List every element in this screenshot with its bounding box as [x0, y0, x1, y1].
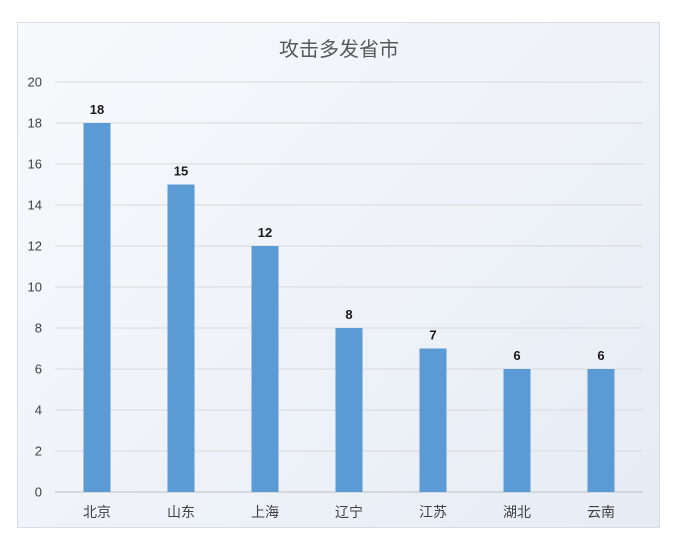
- bars: [83, 123, 615, 492]
- data-label: 6: [597, 348, 604, 363]
- x-tick-label: 江苏: [419, 505, 447, 521]
- y-tick-label: 18: [28, 116, 42, 131]
- y-tick-label: 14: [28, 198, 42, 213]
- y-tick-label: 2: [35, 444, 42, 459]
- data-label: 7: [429, 328, 436, 343]
- data-labels: 18 15 12 8 7 6 6: [90, 102, 605, 363]
- data-label: 15: [174, 164, 188, 179]
- x-tick-label: 上海: [251, 505, 279, 521]
- x-tick-label: 云南: [587, 505, 615, 521]
- bar-2: [251, 246, 279, 492]
- data-label: 8: [345, 307, 352, 322]
- y-tick-label: 10: [28, 280, 42, 295]
- x-tick-label: 湖北: [503, 505, 531, 521]
- x-tick-label: 北京: [83, 505, 111, 521]
- y-tick-label: 4: [35, 403, 42, 418]
- y-tick-label: 12: [28, 239, 42, 254]
- data-label: 18: [90, 102, 104, 117]
- bar-6: [587, 369, 615, 492]
- bar-4: [419, 348, 447, 492]
- y-tick-label: 0: [35, 485, 42, 500]
- y-axis-ticks: 0 2 4 6 8 10 12 14 16 18 20: [28, 75, 42, 500]
- x-tick-label: 山东: [167, 505, 195, 521]
- y-tick-label: 20: [28, 75, 42, 90]
- bar-0: [83, 123, 111, 492]
- data-label: 6: [513, 348, 520, 363]
- bar-3: [335, 328, 363, 492]
- x-tick-label: 辽宁: [335, 504, 363, 521]
- bar-5: [503, 369, 531, 492]
- data-label: 12: [258, 225, 272, 240]
- y-tick-label: 16: [28, 157, 42, 172]
- y-tick-label: 6: [35, 362, 42, 377]
- bar-1: [167, 184, 195, 492]
- gridlines: [55, 81, 643, 493]
- x-axis-categories: 北京 山东 上海 辽宁 江苏 湖北 云南: [83, 504, 615, 521]
- chart-title: 攻击多发省市: [279, 37, 399, 61]
- y-tick-label: 8: [35, 321, 42, 336]
